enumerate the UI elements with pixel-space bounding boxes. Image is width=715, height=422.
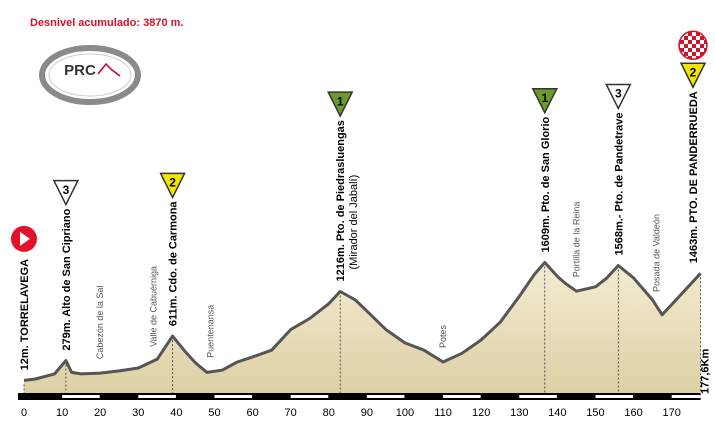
x-tick-label: 170 <box>662 407 680 419</box>
x-tick-label: 40 <box>170 407 182 419</box>
place-label: Potes <box>438 325 448 349</box>
x-tick-label: 60 <box>246 407 258 419</box>
logo-inner <box>48 53 132 97</box>
area-fill <box>24 262 701 396</box>
end-label: 177,6Km <box>700 349 712 394</box>
climb-label: 1568m.- Pto. de Pandetrave <box>613 112 625 255</box>
category-badge <box>326 91 354 118</box>
category-badge <box>531 88 558 115</box>
logo-ring <box>39 45 141 105</box>
category-number: 2 <box>690 65 697 79</box>
x-tick-label: 80 <box>323 407 335 419</box>
x-tick-label: 160 <box>624 407 642 419</box>
place-label: Puentenansa <box>206 305 216 358</box>
x-tick-label: 20 <box>94 407 106 419</box>
axis-segment <box>62 395 101 398</box>
x-tick-label: 50 <box>208 407 220 419</box>
x-tick-label: 0 <box>21 407 27 419</box>
place-label: Valle de Cabuérniga <box>149 266 159 347</box>
x-tick-label: 130 <box>510 407 528 419</box>
logo-peak <box>97 62 121 77</box>
x-tick-label: 150 <box>586 407 604 419</box>
axis-segment <box>519 395 558 398</box>
logo: PRC <box>39 45 141 105</box>
axis-bar <box>18 393 701 400</box>
axis-segment <box>290 395 329 398</box>
place-label: Cabezón de la Sal <box>95 286 105 360</box>
climb-label: 1463m. PTO. DE PANDERRUEDA <box>688 91 700 263</box>
x-tick-label: 110 <box>434 407 452 419</box>
axis-segment <box>366 395 405 398</box>
category-badge <box>52 179 80 207</box>
logo-text: PRC <box>64 62 96 79</box>
category-number: 3 <box>615 87 622 101</box>
profile-line <box>23 261 702 382</box>
axis-segment <box>138 395 177 398</box>
start-arrow <box>20 231 30 246</box>
x-tick-label: 30 <box>132 407 144 419</box>
climb-label: 279m. Alto de San Cipriano <box>61 208 73 350</box>
x-tick-label: 140 <box>548 407 566 419</box>
axis-segment <box>595 395 634 398</box>
climb-label: 12m. TORRELAVEGA <box>19 259 31 371</box>
x-tick-label: 70 <box>285 407 297 419</box>
climb-label: 611m. Cdo. de Carmona <box>168 201 180 327</box>
finish-flag <box>678 30 708 61</box>
axis-segment <box>443 395 482 398</box>
x-tick-label: 10 <box>56 407 68 419</box>
category-number: 1 <box>337 94 344 108</box>
category-number: 1 <box>541 91 548 105</box>
category-badge <box>605 83 632 111</box>
category-number: 2 <box>169 176 176 190</box>
climb-label: 1609m. Pto. de San Glorio <box>540 116 552 252</box>
climb-label: 1216m. Pto. de Piedrasluengas <box>335 120 347 281</box>
title: Desnivel acumulado: 3870 m. <box>30 17 183 29</box>
x-tick-label: 120 <box>472 407 490 419</box>
axis-segment <box>671 395 701 398</box>
category-number: 3 <box>63 183 70 197</box>
climb-sublabel: (Mirador del Jabalí) <box>348 175 360 270</box>
place-label: Portilla de la Reina <box>571 202 581 278</box>
place-label: Posada de Valdeón <box>651 214 661 292</box>
x-tick-label: 100 <box>396 407 414 419</box>
category-badge <box>159 172 186 200</box>
category-badge <box>679 62 707 89</box>
axis-segment <box>214 395 253 398</box>
x-tick-label: 90 <box>361 407 373 419</box>
